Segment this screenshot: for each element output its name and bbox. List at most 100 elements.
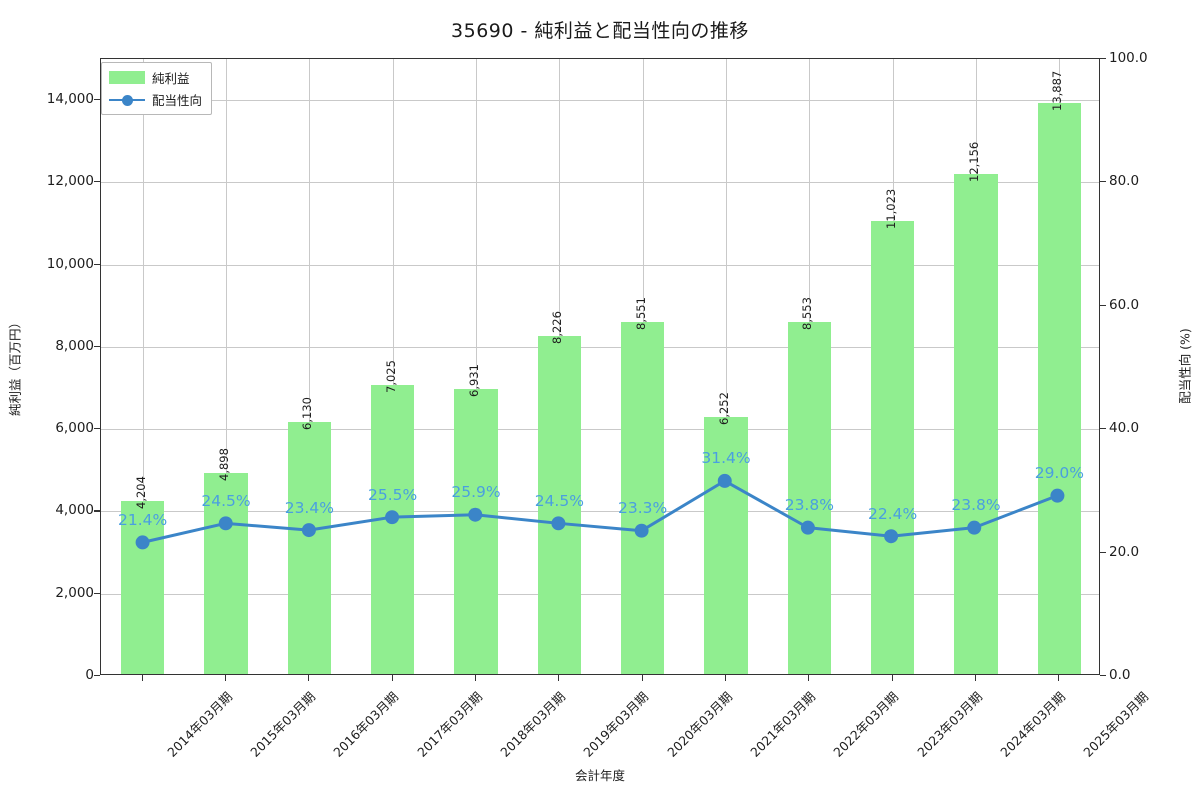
payout-ratio-value-label: 24.5%: [201, 491, 251, 510]
gridline-horizontal: [101, 511, 1099, 513]
x-tick-mark: [141, 675, 143, 681]
y-tick-mark-right: [1100, 675, 1106, 677]
line-series-configuration: [135, 473, 1065, 550]
x-tick-mark: [891, 675, 893, 681]
payout-ratio-value-label: 25.9%: [451, 483, 501, 502]
line-marker-2017年03月期[interactable]: [385, 510, 400, 525]
y-tick-label-right: 40.0: [1109, 420, 1140, 437]
gridline-horizontal: [101, 429, 1099, 431]
legend-label-payout-ratio: 配当性向: [152, 93, 203, 108]
y-tick-label-left: 6,000: [55, 420, 94, 437]
line-marker-2022年03月期[interactable]: [800, 520, 815, 535]
x-tick-label-2023年03月期: 2023年03月期: [913, 688, 985, 760]
x-tick-mark: [225, 675, 227, 681]
x-tick-mark: [308, 675, 310, 681]
y-tick-mark-left: [94, 181, 100, 183]
line-marker-2018年03月期[interactable]: [468, 507, 483, 522]
x-axis-label: 会計年度: [574, 768, 625, 783]
legend-bar-swatch-icon: [109, 71, 145, 84]
bar-2020年03月期[interactable]: [621, 322, 665, 674]
bar-2017年03月期[interactable]: [371, 385, 415, 674]
chart-title: 35690 - 純利益と配当性向の推移: [451, 20, 749, 42]
gridline-horizontal: [101, 182, 1099, 184]
line-marker-2014年03月期[interactable]: [135, 535, 150, 550]
y-axis-label-left: 純利益（百万円）: [7, 315, 23, 417]
bar-2014年03月期[interactable]: [121, 501, 165, 674]
payout-ratio-value-label: 29.0%: [1034, 464, 1084, 483]
gridline-horizontal: [101, 264, 1099, 266]
bar-2016年03月期[interactable]: [287, 421, 331, 674]
x-tick-mark: [641, 675, 643, 681]
x-tick-mark: [725, 675, 727, 681]
legend-item-net-income: 純利益: [109, 69, 202, 86]
gridline-vertical: [476, 59, 477, 674]
plot-area: 4,204 4,898 6,130 7,025 6,931 8,226 8,551 6,252…: [100, 58, 1100, 675]
x-tick-mark: [975, 675, 977, 681]
line-marker-2021年03月期[interactable]: [717, 473, 732, 488]
payout-ratio-value-label: 22.4%: [868, 504, 918, 523]
x-tick-label-2019年03月期: 2019年03月期: [580, 688, 652, 760]
legend-item-payout-ratio: 配当性向: [109, 91, 202, 108]
y-tick-label-left: 4,000: [55, 502, 94, 519]
y-tick-label-right: 20.0: [1109, 543, 1140, 560]
bar-2023年03月期[interactable]: [871, 220, 915, 674]
payout-ratio-value-label: 25.5%: [368, 485, 418, 504]
bar-2021年03月期[interactable]: [704, 416, 748, 674]
gridline-horizontal: [101, 100, 1099, 102]
y-tick-label-right: 80.0: [1109, 173, 1140, 190]
bar-2022年03月期[interactable]: [787, 322, 831, 674]
y-tick-mark-left: [94, 592, 100, 594]
bar-2019年03月期[interactable]: [537, 335, 581, 674]
payout-ratio-value-label: 23.4%: [284, 498, 334, 517]
y-tick-label-left: 14,000: [46, 91, 94, 108]
line-marker-2024年03月期[interactable]: [967, 520, 982, 535]
y-tick-mark-left: [94, 510, 100, 512]
x-tick-label-2025年03月期: 2025年03月期: [1080, 688, 1152, 760]
gridline-horizontal: [101, 593, 1099, 595]
bar-2024年03月期[interactable]: [954, 173, 998, 674]
x-tick-mark: [558, 675, 560, 681]
y-tick-mark-left: [94, 675, 100, 677]
y-tick-mark-left: [94, 99, 100, 101]
y-axis-label-right: 配当性向 (%): [1177, 328, 1193, 404]
y-tick-label-right: 60.0: [1109, 296, 1140, 313]
x-tick-label-2017年03月期: 2017年03月期: [413, 688, 485, 760]
gridline-vertical: [226, 59, 227, 674]
bar-2015年03月期[interactable]: [204, 472, 248, 674]
y-tick-mark-right: [1100, 58, 1106, 60]
y-tick-label-left: 10,000: [46, 255, 94, 272]
line-marker-2015年03月期[interactable]: [218, 516, 233, 531]
line-marker-2025年03月期[interactable]: [1050, 488, 1065, 503]
y-tick-label-left: 0: [85, 667, 94, 683]
y-tick-mark-right: [1100, 304, 1106, 306]
y-tick-label-right: 0.0: [1109, 667, 1131, 683]
y-tick-mark-left: [94, 263, 100, 265]
x-tick-mark: [1058, 675, 1060, 681]
y-tick-mark-left: [94, 428, 100, 430]
x-tick-label-2014年03月期: 2014年03月期: [163, 688, 235, 760]
y-tick-label-left: 8,000: [55, 337, 94, 354]
x-tick-label-2015年03月期: 2015年03月期: [247, 688, 319, 760]
y-tick-mark-right: [1100, 428, 1106, 430]
x-tick-mark: [808, 675, 810, 681]
bar-2018年03月期[interactable]: [454, 388, 498, 674]
payout-ratio-line: [141, 479, 1059, 544]
line-marker-2019年03月期[interactable]: [551, 516, 566, 531]
bar-2025年03月期[interactable]: [1037, 102, 1081, 674]
payout-ratio-value-label: 23.8%: [951, 496, 1001, 515]
x-tick-label-2022年03月期: 2022年03月期: [830, 688, 902, 760]
line-marker-2020年03月期[interactable]: [634, 523, 649, 538]
line-marker-2023年03月期[interactable]: [884, 529, 899, 544]
payout-ratio-value-label: 21.4%: [118, 510, 168, 529]
chart-legend: 純利益 配当性向: [101, 62, 213, 115]
y-tick-label-left: 2,000: [55, 584, 94, 601]
x-tick-label-2020年03月期: 2020年03月期: [663, 688, 735, 760]
gridline-horizontal: [101, 346, 1099, 348]
line-marker-2016年03月期[interactable]: [301, 523, 316, 538]
x-tick-label-2018年03月期: 2018年03月期: [497, 688, 569, 760]
x-tick-mark: [475, 675, 477, 681]
legend-line-marker-icon: [109, 93, 145, 106]
legend-label-net-income: 純利益: [152, 71, 190, 86]
y-tick-label-left: 12,000: [46, 173, 94, 190]
